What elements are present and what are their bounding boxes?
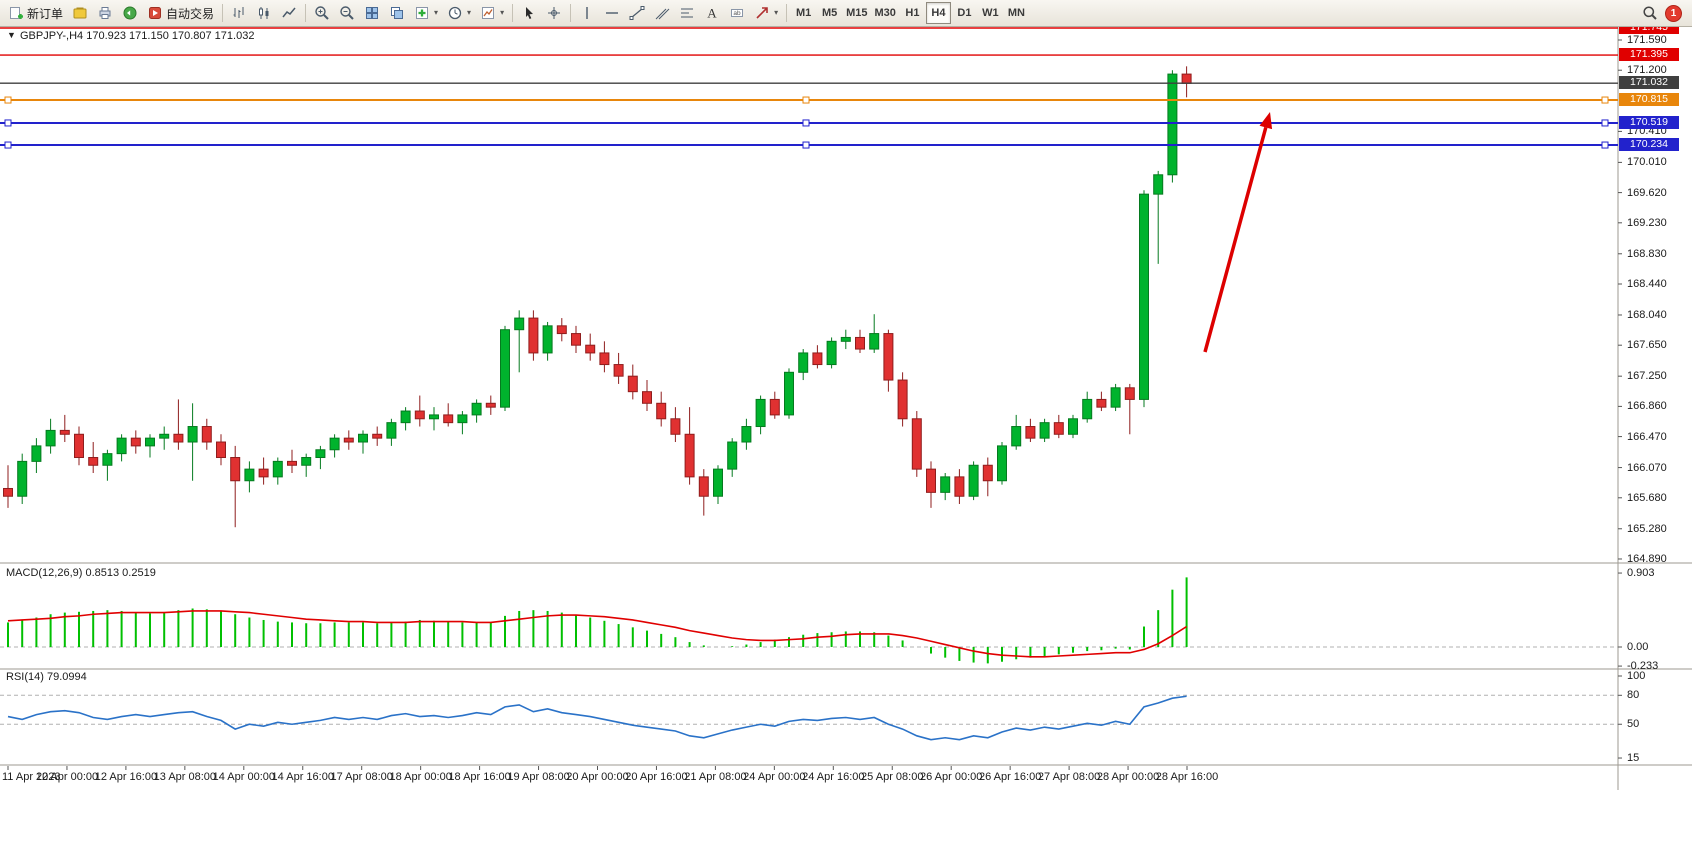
fibonacci-button[interactable] xyxy=(675,2,699,24)
toolbar-separator xyxy=(222,4,224,22)
svg-text:ab: ab xyxy=(733,10,741,17)
timeframe-mn-button[interactable]: MN xyxy=(1004,2,1029,24)
indicators-button[interactable]: ▾ xyxy=(410,2,442,24)
line-chart-icon xyxy=(281,5,297,21)
market-watch-icon xyxy=(72,5,88,21)
tile-windows-icon xyxy=(364,5,380,21)
timeframe-w1-button[interactable]: W1 xyxy=(978,2,1003,24)
toolbar-separator xyxy=(570,4,572,22)
line-chart-button[interactable] xyxy=(277,2,301,24)
print-button[interactable] xyxy=(93,2,117,24)
candle-chart-icon xyxy=(256,5,272,21)
new-order-label: 新订单 xyxy=(27,6,64,21)
zoom-in-button[interactable] xyxy=(310,2,334,24)
autotrading-button[interactable]: 自动交易 xyxy=(143,2,218,24)
toolbar-separator xyxy=(786,4,788,22)
vertical-line-icon xyxy=(579,5,595,21)
templates-icon xyxy=(480,5,496,21)
fibonacci-icon xyxy=(679,5,695,21)
search-icon xyxy=(1642,5,1658,21)
toolbar: 新订单 自动交易 ▾ ▾ ▾ A ab ▾ M1 M5 M15 M30 H1 H… xyxy=(0,0,1692,27)
chevron-down-icon: ▾ xyxy=(467,8,472,17)
timeframe-m15-button[interactable]: M15 xyxy=(843,2,870,24)
search-button[interactable] xyxy=(1638,2,1662,24)
channel-button[interactable] xyxy=(650,2,674,24)
chevron-down-icon: ▾ xyxy=(774,8,779,17)
zoom-in-icon xyxy=(314,5,330,21)
trendline-button[interactable] xyxy=(625,2,649,24)
horizontal-line-icon xyxy=(604,5,620,21)
candle-chart-button[interactable] xyxy=(252,2,276,24)
cascade-windows-button[interactable] xyxy=(385,2,409,24)
timeframe-h4-button[interactable]: H4 xyxy=(925,2,951,24)
channel-icon xyxy=(654,5,670,21)
horizontal-line-button[interactable] xyxy=(600,2,624,24)
svg-text:A: A xyxy=(707,6,717,21)
tile-windows-button[interactable] xyxy=(360,2,384,24)
templates-button[interactable]: ▾ xyxy=(476,2,508,24)
timeframe-m30-button[interactable]: M30 xyxy=(872,2,899,24)
text-label-button[interactable]: ab xyxy=(725,2,749,24)
bar-chart-button[interactable] xyxy=(227,2,251,24)
zoom-out-button[interactable] xyxy=(335,2,359,24)
new-order-button[interactable]: 新订单 xyxy=(4,2,67,24)
vertical-line-button[interactable] xyxy=(575,2,599,24)
cascade-windows-icon xyxy=(389,5,405,21)
indicators-icon xyxy=(414,5,430,21)
toolbar-separator xyxy=(305,4,307,22)
symbol-info: GBPJPY-,H4 170.923 171.150 170.807 171.0… xyxy=(20,30,255,42)
chevron-down-icon: ▾ xyxy=(500,8,505,17)
market-watch-button[interactable] xyxy=(68,2,92,24)
timeframe-h1-button[interactable]: H1 xyxy=(900,2,925,24)
bar-chart-icon xyxy=(231,5,247,21)
chevron-down-icon: ▾ xyxy=(434,8,439,17)
zoom-out-icon xyxy=(339,5,355,21)
toolbar-separator xyxy=(512,4,514,22)
autotrading-icon xyxy=(147,5,163,21)
periods-button[interactable]: ▾ xyxy=(443,2,475,24)
sound-icon xyxy=(122,5,138,21)
crosshair-icon xyxy=(546,5,562,21)
new-order-icon xyxy=(8,5,24,21)
sound-button[interactable] xyxy=(118,2,142,24)
cursor-button[interactable] xyxy=(517,2,541,24)
notification-badge[interactable]: 1 xyxy=(1665,4,1682,22)
print-icon xyxy=(97,5,113,21)
autotrading-label: 自动交易 xyxy=(166,6,215,21)
text-label-icon: ab xyxy=(729,5,745,21)
periods-icon xyxy=(447,5,463,21)
text-button[interactable]: A xyxy=(700,2,724,24)
rsi-indicator-label: RSI(14) 79.0994 xyxy=(6,671,87,683)
macd-indicator-label: MACD(12,26,9) 0.8513 0.2519 xyxy=(6,567,156,579)
crosshair-button[interactable] xyxy=(542,2,566,24)
timeframe-m5-button[interactable]: M5 xyxy=(817,2,842,24)
timeframe-d1-button[interactable]: D1 xyxy=(952,2,977,24)
one-click-trading-arrow[interactable]: ▼ xyxy=(7,30,16,40)
text-icon: A xyxy=(704,5,720,21)
arrows-icon xyxy=(754,5,770,21)
cursor-icon xyxy=(521,5,537,21)
arrows-button[interactable]: ▾ xyxy=(750,2,782,24)
trendline-icon xyxy=(629,5,645,21)
timeframe-m1-button[interactable]: M1 xyxy=(791,2,816,24)
